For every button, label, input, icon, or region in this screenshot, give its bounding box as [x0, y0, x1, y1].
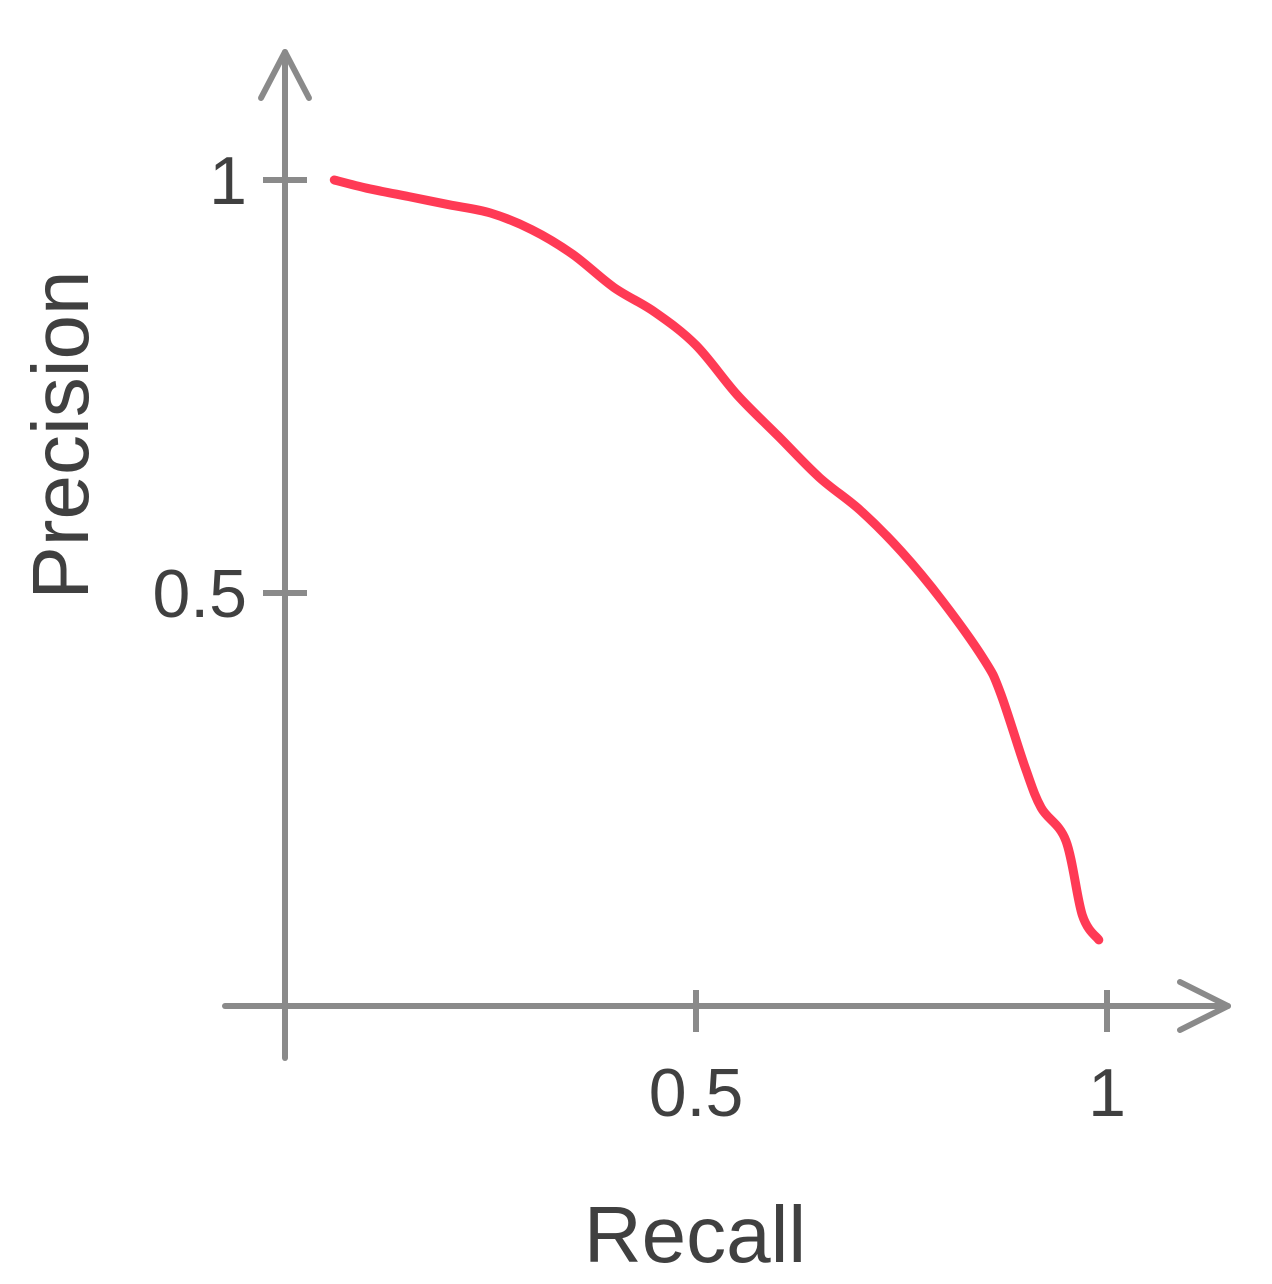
- precision-recall-curve: [329, 175, 1104, 945]
- y-axis-title: Precision: [16, 270, 105, 599]
- series-layer: [329, 175, 1104, 945]
- x-tick-label: 0.5: [649, 1055, 744, 1131]
- x-axis-title: Recall: [584, 1190, 806, 1279]
- y-axis-arrowhead: [258, 49, 312, 101]
- axes: [222, 49, 1231, 1061]
- x-tick-label: 1: [1088, 1055, 1126, 1131]
- y-tick-label: 0.5: [152, 556, 247, 632]
- ticks: [263, 177, 1110, 1032]
- x-axis-arrowhead: [1177, 979, 1231, 1033]
- y-tick-label: 1: [209, 143, 247, 219]
- tick-labels: 0.5 1 0.5 1: [152, 143, 1125, 1131]
